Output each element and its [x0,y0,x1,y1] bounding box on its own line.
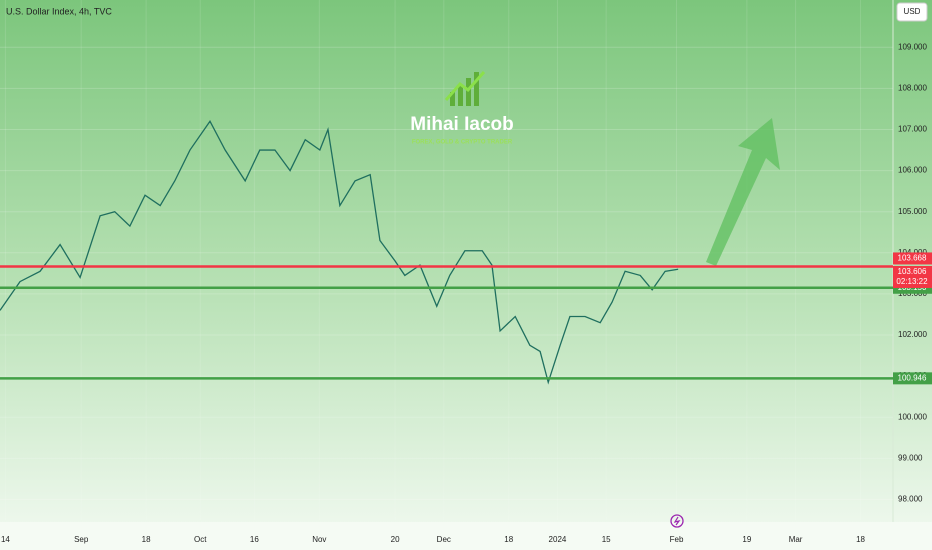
currency-button[interactable] [896,2,928,22]
level-label: 103.668 [898,254,927,263]
chart-title: U.S. Dollar Index, 4h, TVC [6,6,112,16]
x-axis-band [0,522,932,550]
y-tick-label: 108.000 [898,83,927,92]
y-tick-label: 105.000 [898,207,927,216]
x-tick-label: Oct [194,535,207,544]
countdown-label: 02:13:22 [896,277,928,286]
x-tick-label: Feb [670,535,684,544]
x-tick-label: 18 [504,535,513,544]
x-tick-label: Mar [789,535,803,544]
y-tick-label: 106.000 [898,166,927,175]
price-line [0,120,679,385]
event-icon[interactable] [670,514,684,528]
y-tick-label: 104.000 [898,248,927,257]
x-tick-label: Sep [74,535,89,544]
logo-bar [466,78,471,106]
x-tick-label: 14 [1,535,10,544]
logo-bar [474,72,479,106]
last-price-label: 103.606 [898,267,927,276]
y-tick-label: 102.000 [898,330,927,339]
x-tick-label: 16 [250,535,259,544]
forecast-arrow [706,118,780,266]
logo-bar [458,85,463,106]
currency-label: USD [904,7,921,16]
watermark-name: Mihai Iacob [410,114,513,135]
y-tick-label: 109.000 [898,42,927,51]
x-tick-label: Nov [312,535,326,544]
last-price-badge [893,266,932,289]
x-tick-label: Dec [437,535,451,544]
grid [0,0,893,520]
axes: 98.00099.000100.000101.000102.000103.000… [1,42,932,544]
plot [0,120,893,385]
x-tick-label: 18 [142,535,151,544]
x-tick-label: 18 [856,535,865,544]
level-badge [893,252,932,265]
y-tick-label: 107.000 [898,125,927,134]
y-tick-label: 100.000 [898,412,927,421]
logo-arrow [444,71,486,101]
logo [444,71,486,106]
y-tick-label: 98.000 [898,495,923,504]
event-circle [670,514,684,528]
level-label: 100.946 [898,373,927,382]
watermark-tagline: FOREX, GOLD & CRYPTO TRADER [412,140,513,146]
event-bolt [673,516,681,526]
x-tick-label: 15 [602,535,611,544]
y-tick-label: 99.000 [898,453,923,462]
x-tick-label: 2024 [549,535,567,544]
level-badge [893,372,932,385]
x-tick-label: 19 [742,535,751,544]
logo-bar [450,92,455,106]
x-tick-label: 20 [391,535,400,544]
